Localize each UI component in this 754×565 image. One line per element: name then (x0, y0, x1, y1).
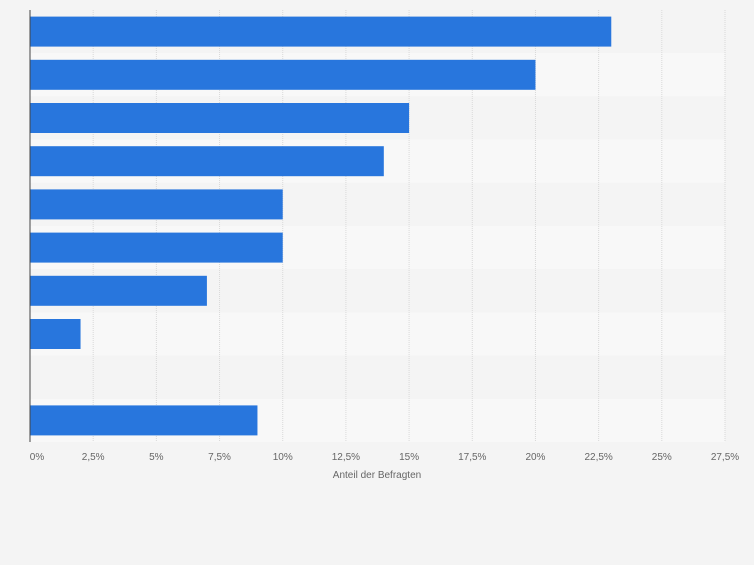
x-tick-label: 7,5% (208, 452, 231, 463)
x-tick-label: 2,5% (82, 452, 105, 463)
x-tick-label: 25% (652, 452, 672, 463)
x-tick-label: 20% (525, 452, 545, 463)
x-axis-label: Anteil der Befragten (333, 470, 421, 481)
x-tick-label: 5% (149, 452, 164, 463)
bar (30, 16, 612, 47)
x-tick-label: 15% (399, 452, 419, 463)
x-tick-label: 12,5% (332, 452, 360, 463)
x-tick-label: 0% (30, 452, 45, 463)
bar (30, 146, 384, 177)
bar (30, 405, 258, 436)
x-axis-ticks: 0% 2,5% 5% 7,5% 10% 12,5% 15% 17,5% 20% 22,5% 25% 2… (30, 452, 740, 463)
row-band (30, 355, 725, 399)
row-band (30, 312, 725, 356)
bar (30, 103, 410, 133)
bar (30, 189, 283, 220)
bar (30, 232, 283, 263)
bars (30, 16, 612, 436)
x-tick-label: 27,5% (711, 452, 739, 463)
bar (30, 275, 207, 306)
x-tick-label: 10% (273, 452, 293, 463)
bar (30, 59, 536, 90)
bar (30, 319, 81, 349)
x-tick-label: 22,5% (584, 452, 612, 463)
x-tick-label: 17,5% (458, 452, 486, 463)
